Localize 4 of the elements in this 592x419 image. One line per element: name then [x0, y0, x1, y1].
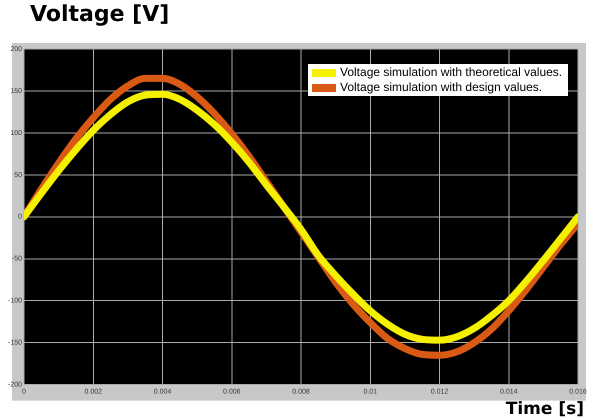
legend-label: Voltage simulation with design values. [340, 80, 542, 95]
legend-label: Voltage simulation with theoretical values. [340, 65, 562, 80]
x-axis-title: Time [s] [506, 399, 584, 419]
y-axis-title: Voltage [V] [30, 2, 170, 27]
